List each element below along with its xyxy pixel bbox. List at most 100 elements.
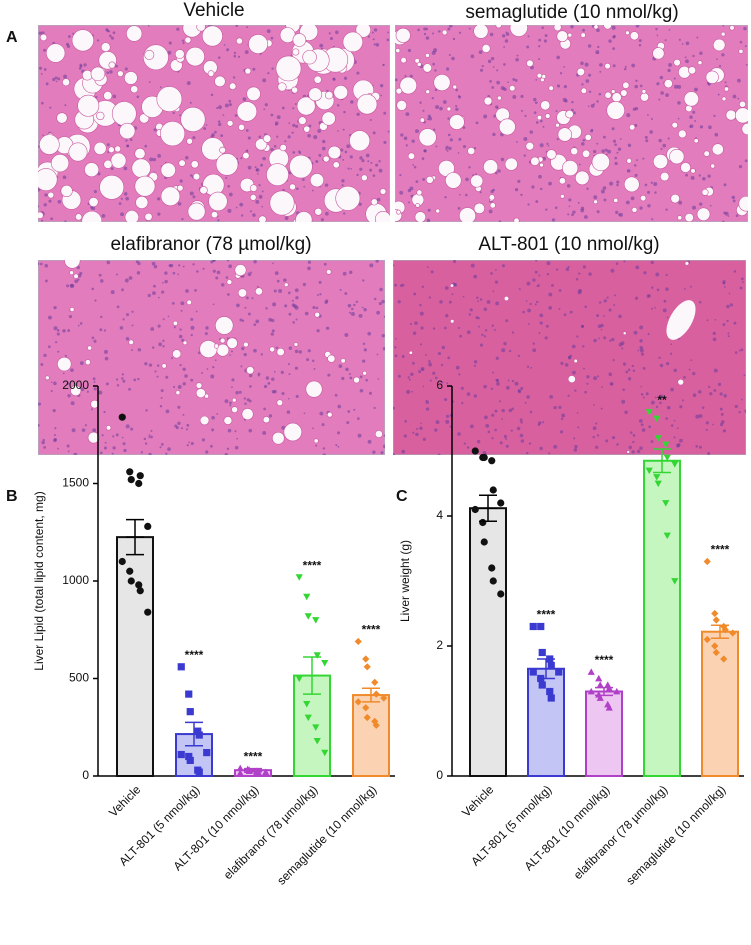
- lipid-droplet: [353, 376, 360, 384]
- nucleus: [455, 105, 458, 108]
- nucleus: [268, 414, 273, 418]
- nucleus: [539, 119, 543, 123]
- nucleus: [255, 168, 260, 172]
- nucleus: [98, 273, 102, 277]
- nucleus: [676, 443, 681, 447]
- nucleus: [551, 283, 554, 287]
- nucleus: [372, 450, 376, 454]
- data-point: [236, 769, 244, 776]
- nucleus: [234, 445, 239, 450]
- data-point: [144, 522, 152, 531]
- lipid-droplet: [228, 82, 237, 90]
- nucleus: [119, 326, 124, 330]
- lipid-droplet: [370, 198, 378, 206]
- nucleus: [92, 428, 97, 433]
- nucleus: [178, 264, 181, 267]
- nucleus: [593, 103, 596, 105]
- nucleus: [229, 404, 232, 407]
- nucleus: [614, 161, 618, 166]
- nucleus: [342, 158, 345, 161]
- lipid-droplet: [696, 207, 711, 222]
- nucleus: [413, 166, 417, 169]
- nucleus: [144, 362, 148, 366]
- lipid-droplet: [414, 211, 427, 222]
- nucleus: [185, 156, 189, 160]
- nucleus: [294, 349, 299, 354]
- lipid-droplet: [684, 212, 694, 222]
- nucleus: [739, 40, 743, 44]
- nucleus: [91, 206, 96, 211]
- lipid-droplet: [416, 189, 423, 196]
- nucleus: [121, 377, 124, 380]
- nucleus: [586, 187, 589, 190]
- nucleus: [443, 326, 447, 330]
- nucleus: [99, 328, 103, 332]
- nucleus: [621, 399, 626, 404]
- nucleus: [492, 371, 494, 374]
- lipid-droplet: [622, 331, 627, 336]
- nucleus: [182, 382, 186, 386]
- nucleus: [253, 348, 257, 353]
- nucleus: [288, 346, 292, 350]
- nucleus: [103, 349, 108, 354]
- nucleus: [511, 407, 515, 411]
- nucleus: [503, 341, 507, 346]
- nucleus: [624, 67, 627, 71]
- nucleus: [294, 288, 299, 293]
- data-point: [537, 622, 545, 631]
- data-point: [471, 505, 479, 514]
- nucleus: [347, 167, 350, 170]
- nucleus: [602, 315, 605, 317]
- nucleus: [461, 401, 464, 405]
- data-point: [362, 704, 370, 712]
- nucleus: [639, 206, 643, 210]
- nucleus: [544, 34, 548, 38]
- nucleus: [662, 143, 667, 148]
- nucleus: [514, 187, 519, 192]
- lipid-droplet: [231, 406, 239, 414]
- nucleus: [335, 444, 338, 447]
- y-tick-label: 6: [436, 378, 443, 392]
- lipid-droplet: [560, 193, 565, 199]
- nucleus: [498, 400, 501, 403]
- error-bar: [595, 686, 613, 697]
- nucleus: [182, 413, 185, 416]
- nucleus: [238, 390, 242, 394]
- nucleus: [623, 260, 626, 263]
- nucleus: [538, 332, 541, 335]
- nucleus: [242, 97, 247, 101]
- nucleus: [106, 71, 110, 75]
- nucleus: [257, 173, 259, 175]
- nucleus: [571, 100, 574, 104]
- nucleus: [600, 407, 603, 410]
- data-point: [711, 642, 719, 650]
- nucleus: [435, 420, 440, 425]
- nucleus: [573, 437, 576, 440]
- lipid-droplet: [581, 149, 591, 158]
- nucleus: [520, 193, 523, 197]
- nucleus: [702, 176, 706, 181]
- lipid-droplet: [60, 184, 73, 197]
- nucleus: [722, 25, 725, 27]
- nucleus: [120, 212, 124, 217]
- nucleus: [167, 447, 171, 451]
- nucleus: [604, 148, 608, 152]
- nucleus: [507, 81, 509, 84]
- lipid-droplet: [185, 46, 205, 67]
- lipid-droplet: [283, 282, 289, 288]
- nucleus: [295, 124, 299, 128]
- nucleus: [57, 77, 61, 81]
- data-point: [538, 681, 546, 689]
- data-point: [703, 635, 711, 644]
- lipid-droplet: [435, 208, 441, 214]
- nucleus: [590, 104, 595, 108]
- nucleus: [441, 381, 444, 384]
- nucleus: [340, 148, 344, 152]
- lipid-droplet: [374, 430, 383, 439]
- nucleus: [145, 409, 148, 412]
- nucleus: [66, 284, 70, 288]
- nucleus: [564, 99, 568, 103]
- nucleus: [79, 63, 83, 67]
- nucleus: [553, 444, 558, 449]
- nucleus: [617, 147, 622, 151]
